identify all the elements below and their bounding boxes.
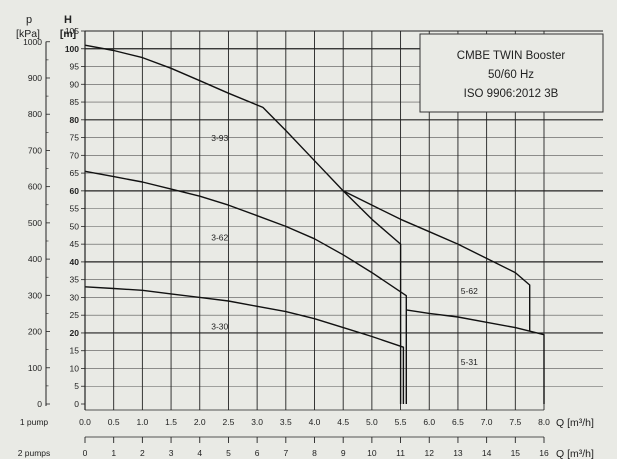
h-tick-label: 75 [70, 133, 80, 143]
x-axis-2pumps-unit: Q [m³/h] [556, 448, 594, 459]
x-2pumps-tick-label: 1 [111, 448, 116, 458]
h-tick-label: 5 [74, 381, 79, 391]
h-tick-label: 50 [70, 221, 80, 231]
x-1pump-tick-label: 7.5 [509, 417, 521, 427]
x-2pumps-tick-label: 11 [396, 448, 405, 458]
curve-label-3-62: 3-62 [211, 233, 228, 243]
x-1pump-tick-label: 5.5 [395, 417, 407, 427]
pump-curves [84, 44, 545, 404]
curve-5-31 [406, 309, 545, 404]
h-tick-label: 105 [65, 26, 79, 36]
x-1pump-tick-label: 6.0 [423, 417, 435, 427]
info-line-2: 50/60 Hz [488, 69, 534, 81]
curve-label-3-93: 3-93 [211, 133, 228, 143]
x-1pump-tick-label: 8.0 [538, 417, 550, 427]
curve-3-62 [84, 170, 407, 404]
x-1pump-tick-label: 3.5 [280, 417, 292, 427]
h-tick-label: 80 [70, 115, 80, 125]
h-tick-label: 45 [70, 239, 80, 249]
p-tick-label: 500 [28, 218, 42, 228]
p-tick-label: 100 [28, 363, 42, 373]
x-2pumps-tick-label: 15 [511, 448, 521, 458]
p-tick-label: 700 [28, 145, 42, 155]
x-2pumps-tick-label: 12 [425, 448, 435, 458]
p-tick-label: 0 [37, 399, 42, 409]
h-axis-label: H [64, 14, 72, 26]
h-tick-label: 60 [70, 186, 80, 196]
p-axis-label: p [26, 14, 32, 26]
h-tick-label: 35 [70, 275, 80, 285]
h-tick-label: 100 [65, 44, 79, 54]
h-tick-label: 30 [70, 292, 80, 302]
curve-3-30 [84, 286, 405, 404]
p-tick-label: 900 [28, 73, 42, 83]
curve-label-5-62: 5-62 [461, 286, 478, 296]
chart-axes: 0510152025303540455055606570758085909510… [23, 26, 550, 458]
h-tick-label: 90 [70, 79, 80, 89]
h-tick-label: 25 [70, 310, 80, 320]
x-1pump-tick-label: 2.5 [223, 417, 235, 427]
x-2pumps-tick-label: 7 [283, 448, 288, 458]
x-1pump-tick-label: 3.0 [251, 417, 263, 427]
chart-grid [85, 30, 603, 404]
h-tick-label: 40 [70, 257, 80, 267]
curve-5-62 [342, 190, 531, 332]
h-tick-label: 10 [70, 363, 80, 373]
x-1pump-tick-label: 2.0 [194, 417, 206, 427]
info-line-1: CMBE TWIN Booster [457, 50, 566, 62]
curve-label-5-31: 5-31 [461, 357, 478, 367]
x-2pumps-tick-label: 2 [140, 448, 145, 458]
p-tick-label: 400 [28, 254, 42, 264]
p-tick-label: 1000 [23, 37, 42, 47]
p-tick-label: 200 [28, 327, 42, 337]
x-2pumps-tick-label: 4 [197, 448, 202, 458]
curve-3-93 [84, 44, 402, 404]
h-tick-label: 55 [70, 204, 80, 214]
x-1pump-tick-label: 1.0 [136, 417, 148, 427]
x-2pumps-tick-label: 14 [482, 448, 492, 458]
p-tick-label: 800 [28, 109, 42, 119]
x-2pumps-tick-label: 9 [341, 448, 346, 458]
x-2pumps-tick-label: 5 [226, 448, 231, 458]
info-box-frame [419, 33, 604, 113]
x-1pump-tick-label: 0.5 [108, 417, 120, 427]
x-2pumps-tick-label: 6 [255, 448, 260, 458]
h-tick-label: 65 [70, 168, 80, 178]
h-tick-label: 0 [74, 399, 79, 409]
x-2pumps-tick-label: 0 [83, 448, 88, 458]
info-line-3: ISO 9906:2012 3B [464, 88, 559, 100]
x-axis-2pumps-row-label: 2 pumps [18, 448, 51, 458]
x-2pumps-tick-label: 3 [169, 448, 174, 458]
curve-labels: 3-93 3-62 3-30 5-62 5-31 [211, 133, 478, 367]
x-1pump-tick-label: 0.0 [79, 417, 91, 427]
x-axis-1pump-row-label: 1 pump [20, 417, 49, 427]
info-box: CMBE TWIN Booster 50/60 Hz ISO 9906:2012… [419, 33, 604, 113]
p-tick-label: 600 [28, 182, 42, 192]
h-tick-label: 70 [70, 150, 80, 160]
curve-label-3-30: 3-30 [211, 321, 228, 331]
x-1pump-tick-label: 4.0 [309, 417, 321, 427]
x-2pumps-tick-label: 8 [312, 448, 317, 458]
x-1pump-tick-label: 6.5 [452, 417, 464, 427]
x-axis-1pump-unit: Q [m³/h] [556, 417, 594, 429]
h-tick-label: 95 [70, 62, 80, 72]
h-tick-label: 15 [70, 346, 80, 356]
x-2pumps-tick-label: 16 [539, 448, 549, 458]
x-2pumps-tick-label: 13 [453, 448, 463, 458]
p-tick-label: 300 [28, 290, 42, 300]
x-2pumps-tick-label: 10 [367, 448, 377, 458]
x-1pump-tick-label: 5.0 [366, 417, 378, 427]
h-axis-unit: [m] [60, 28, 76, 40]
x-1pump-tick-label: 1.5 [165, 417, 177, 427]
h-tick-label: 85 [70, 97, 80, 107]
x-1pump-tick-label: 4.5 [337, 417, 349, 427]
x-1pump-tick-label: 7.0 [481, 417, 493, 427]
p-axis-unit: [kPa] [16, 28, 40, 40]
h-tick-label: 20 [70, 328, 80, 338]
